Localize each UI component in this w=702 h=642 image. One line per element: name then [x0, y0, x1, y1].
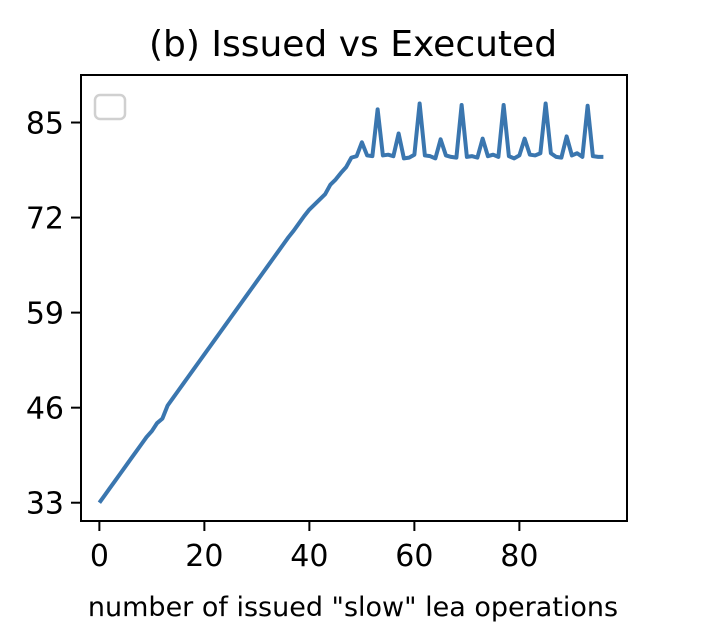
series-layer: [97, 101, 604, 504]
y-tick-label: 33: [26, 487, 64, 522]
legend-box: [93, 93, 127, 121]
x-axis-label: number of issued "slow" lea operations: [88, 592, 618, 623]
chart-title: (b) Issued vs Executed: [149, 24, 557, 65]
x-tick-label: 80: [500, 539, 538, 574]
y-tick-label: 72: [26, 202, 64, 237]
y-tick-label: 46: [26, 392, 64, 427]
x-tick-label: 20: [185, 539, 223, 574]
y-tick-label: 85: [26, 107, 64, 142]
plot-frame: [80, 74, 628, 522]
series-line: [97, 101, 604, 504]
y-axis-ticks: 33 46 59 72 85: [26, 107, 81, 522]
x-axis-ticks: 0 20 40 60 80: [90, 521, 538, 574]
x-tick-label: 0: [90, 539, 109, 574]
y-tick-label: 59: [26, 297, 64, 332]
x-tick-label: 40: [290, 539, 328, 574]
x-tick-label: 60: [395, 539, 433, 574]
